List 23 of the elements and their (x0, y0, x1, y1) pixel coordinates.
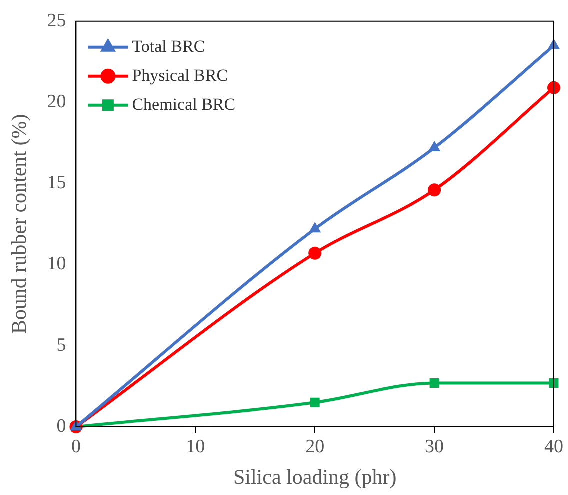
x-tick-label: 40 (544, 436, 564, 458)
y-tick-label: 10 (47, 254, 66, 275)
y-tick-label: 5 (56, 334, 66, 356)
point (428, 141, 440, 152)
x-tick-label: 0 (71, 436, 81, 458)
y-tick-label: 25 (47, 10, 66, 32)
x-axis-title: Silica loading (phr) (233, 464, 397, 489)
point (428, 184, 442, 197)
point (430, 378, 440, 388)
point (308, 246, 322, 260)
y-tick-label: 0 (56, 416, 66, 437)
legend-label: Total BRC (132, 36, 206, 56)
y-axis-title: Bound rubber content (%) (7, 114, 32, 334)
x-tick-label: 20 (306, 436, 325, 458)
y-tick-label: 15 (47, 172, 66, 194)
point (309, 222, 321, 233)
point (310, 398, 320, 408)
x-tick-label: 10 (186, 436, 206, 458)
point (548, 81, 560, 94)
y-tick-label: 20 (47, 92, 66, 113)
legend-label: Physical BRC (132, 66, 228, 85)
legend-label: Chemical BRC (132, 94, 236, 114)
x-tick-label: 30 (425, 436, 444, 458)
